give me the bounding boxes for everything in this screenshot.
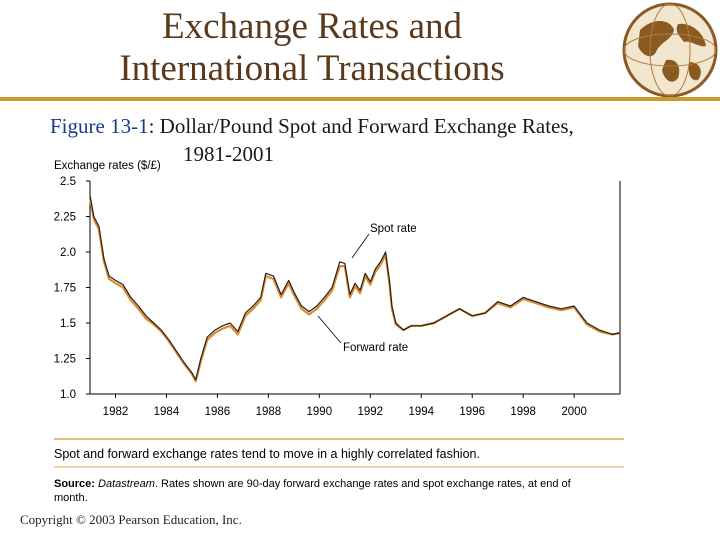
forward-rate-leader (317, 315, 342, 344)
series-lines (88, 195, 621, 383)
y-tick-label: 2.0 (60, 247, 76, 259)
title-rule (0, 97, 720, 101)
y-axis-title: Exchange rates ($/£) (54, 160, 161, 172)
spot-rate-line (89, 195, 621, 381)
x-tick-label: 1990 (307, 406, 333, 418)
y-tick-label: 1.5 (60, 318, 76, 330)
axis-ticks: 1.0 1.25 1.5 1.75 2.0 2.25 2.5 1982 1984 1986 1988… (54, 176, 587, 418)
spot-rate-annotation: Spot rate (370, 223, 417, 235)
spot-rate-leader (351, 233, 370, 259)
x-tick-label: 1988 (256, 406, 282, 418)
forward-rate-annotation: Forward rate (343, 342, 408, 354)
figure-title-line-1: Dollar/Pound Spot and Forward Exchange R… (159, 114, 574, 138)
copyright: Copyright © 2003 Pearson Education, Inc. (20, 512, 242, 527)
x-tick-label: 2000 (561, 406, 587, 418)
y-tick-label: 1.25 (54, 354, 76, 366)
figure-separator: : (148, 114, 155, 138)
figure-caption: Figure 13-1: Dollar/Pound Spot and Forwa… (50, 112, 700, 168)
title-line-2: International Transactions (119, 48, 505, 89)
source-note: Source: Datastream. Rates shown are 90-d… (54, 477, 594, 505)
x-tick-label: 1986 (205, 406, 231, 418)
y-tick-label: 1.75 (54, 283, 76, 295)
source-label: Source: (54, 478, 95, 490)
x-tick-label: 1984 (154, 406, 180, 418)
x-tick-label: 1998 (510, 406, 536, 418)
x-tick-label: 1996 (459, 406, 485, 418)
figure-title-line-2: 1981-2001 (183, 142, 274, 166)
source-name: Datastream (98, 478, 155, 490)
x-tick-label: 1982 (103, 406, 129, 418)
x-tick-label: 1994 (408, 406, 434, 418)
y-tick-label: 1.0 (60, 389, 76, 401)
x-tick-label: 1992 (357, 406, 383, 418)
slide-title: Exchange Rates and International Transac… (60, 6, 564, 90)
figure-number: Figure 13-1 (50, 114, 149, 138)
chart-note: Spot and forward exchange rates tend to … (54, 447, 480, 461)
y-tick-label: 2.5 (60, 176, 76, 188)
y-tick-label: 2.25 (54, 212, 76, 224)
annotations: Spot rate Forward rate (317, 223, 417, 354)
source-text: . Rates shown are 90-day forward exchang… (54, 478, 571, 504)
title-line-1: Exchange Rates and (162, 6, 462, 47)
globe-icon (622, 2, 718, 98)
